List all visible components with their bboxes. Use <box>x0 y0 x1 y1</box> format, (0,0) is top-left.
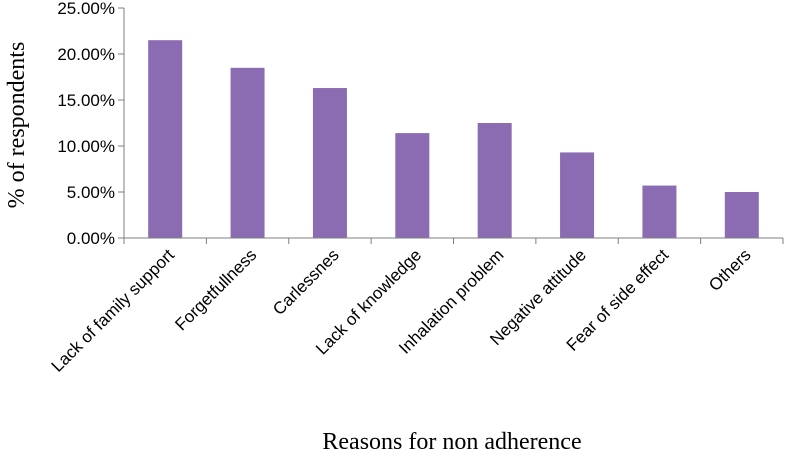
x-axis-title: Reasons for non adherence <box>322 429 581 455</box>
bar <box>560 152 594 238</box>
x-tick-label: Others <box>705 245 755 295</box>
y-tick-label: 5.00% <box>67 183 115 202</box>
bars <box>148 40 759 238</box>
y-tick-label: 15.00% <box>57 91 115 110</box>
y-tick-label: 10.00% <box>57 137 115 156</box>
bar <box>478 123 512 238</box>
bar <box>395 133 429 238</box>
x-tick-label: Lack of family support <box>48 245 179 376</box>
x-axis <box>124 238 783 244</box>
bar <box>725 192 759 238</box>
x-tick-label: Forgetfullness <box>171 245 260 334</box>
bar <box>148 40 182 238</box>
y-tick-label: 20.00% <box>57 45 115 64</box>
y-axis: 0.00% 5.00% 10.00% 15.00% 20.00% 25.00% <box>57 0 124 248</box>
y-axis-title: % of respondents <box>4 42 30 209</box>
y-tick-label: 25.00% <box>57 0 115 18</box>
bar <box>313 88 347 238</box>
x-tick-label: Carlessnes <box>269 245 343 319</box>
y-tick-label: 0.00% <box>67 229 115 248</box>
bar <box>231 68 265 238</box>
bar <box>642 186 676 238</box>
